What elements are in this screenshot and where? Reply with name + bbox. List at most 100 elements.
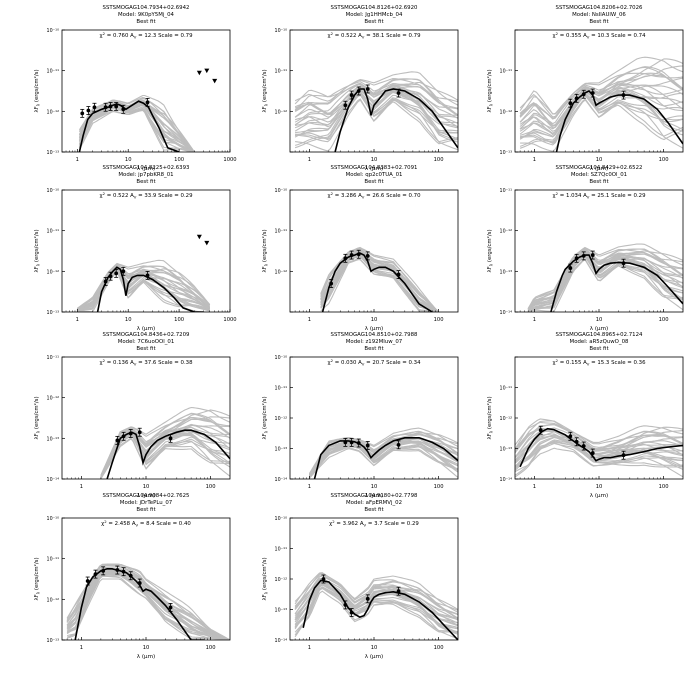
data-point <box>343 256 348 261</box>
data-point <box>343 440 348 445</box>
model-fit-curve <box>515 427 683 451</box>
model-fit-curve <box>527 248 683 310</box>
data-point <box>121 569 126 574</box>
best-fit-label: Best fit <box>589 19 608 25</box>
model-fit-curve <box>294 587 458 635</box>
model-fit-curve <box>66 568 230 640</box>
x-axis-label: λ (μm) <box>365 166 383 172</box>
best-fit-label: Best fit <box>364 507 383 513</box>
data-point <box>168 605 173 610</box>
sed-panel: 1 10 100 1000 10⁻¹⁰ 10⁻¹¹ 10⁻¹² 10⁻¹³ λ (μm) λFλ … <box>33 5 237 172</box>
y-tick-label: 10⁻¹⁰ <box>275 188 288 194</box>
data-point <box>343 103 348 108</box>
model-name: Model: NsIlAUlW_06 <box>572 12 626 18</box>
model-fit-curve <box>294 575 458 616</box>
model-name: Model: 9K0pY5Mj_04 <box>118 12 175 18</box>
y-axis-label: λFλ (ergs/cm²/s) <box>261 557 269 600</box>
best-fit-label: Best fit <box>364 19 383 25</box>
data-point <box>121 434 126 439</box>
y-tick-label: 10⁻¹² <box>275 577 288 583</box>
model-fit-curve <box>515 420 683 454</box>
model-fit-curve <box>515 421 683 446</box>
data-point <box>128 573 133 578</box>
best-fit-label: Best fit <box>589 179 608 185</box>
y-axis-label: λFλ (ergs/cm²/s) <box>261 229 269 272</box>
x-tick-label: 10 <box>371 484 378 490</box>
model-fit-curve <box>66 575 230 640</box>
data-point <box>329 281 334 286</box>
model-fit-curve <box>519 93 683 147</box>
plot-area <box>294 71 458 152</box>
data-point <box>115 568 120 572</box>
model-name: Model: jp7pbKR8_01 <box>118 172 173 178</box>
data-point <box>365 87 370 91</box>
upper-limit-marker <box>196 234 202 240</box>
y-tick-label: 10⁻¹⁰ <box>47 28 60 34</box>
y-tick-label: 10⁻¹¹ <box>275 229 288 235</box>
model-fit-curve <box>515 424 683 458</box>
x-axis-label: λ (μm) <box>365 654 383 660</box>
y-tick-label: 10⁻¹⁴ <box>47 477 60 483</box>
y-axis-label: λFλ (ergs/cm²/s) <box>486 69 494 112</box>
x-tick-label: 10 <box>596 484 603 490</box>
best-fit-curve <box>313 437 458 479</box>
x-tick-label: 1 <box>308 484 311 490</box>
model-fit-curve <box>515 435 683 459</box>
model-fit-curve <box>320 247 439 312</box>
x-tick-label: 100 <box>659 317 669 323</box>
best-fit-label: Best fit <box>136 19 155 25</box>
data-point <box>85 579 90 583</box>
data-point <box>365 596 370 601</box>
model-fit-curve <box>515 436 683 471</box>
y-tick-label: 10⁻¹² <box>500 416 513 422</box>
model-fit-curve <box>515 447 683 478</box>
data-point <box>137 430 142 435</box>
x-tick-label: 100 <box>434 157 444 163</box>
best-fit-label: Best fit <box>136 346 155 352</box>
source-name: SSTSMOGAG104.8126+02.6920 <box>331 5 418 11</box>
data-point <box>621 453 626 458</box>
data-point <box>137 581 142 585</box>
model-fit-curve <box>308 430 458 475</box>
x-axis-label: λ (μm) <box>137 654 155 660</box>
model-fit-curve <box>77 264 211 310</box>
sed-panel: 1 10 100 10⁻¹¹ 10⁻¹² 10⁻¹³ 10⁻¹⁴ λ (μm) λFλ (erg… <box>486 165 684 332</box>
x-tick-label: 10 <box>596 157 603 163</box>
model-fit-curve <box>519 65 683 117</box>
data-point <box>356 252 361 257</box>
data-point <box>80 111 85 116</box>
data-point <box>168 436 173 441</box>
x-axis-label: λ (μm) <box>137 493 155 499</box>
data-point <box>108 104 113 109</box>
data-point <box>538 428 543 433</box>
best-fit-curve <box>106 429 230 479</box>
model-fit-curve <box>519 86 683 132</box>
y-tick-label: 10⁻¹⁰ <box>47 516 60 522</box>
y-tick-label: 10⁻¹² <box>500 229 513 235</box>
model-fit-curve <box>78 100 195 152</box>
data-point <box>621 261 626 266</box>
y-axis-label: λFλ (ergs/cm²/s) <box>486 229 494 272</box>
x-tick-label: 1 <box>76 157 79 163</box>
data-point <box>92 105 97 110</box>
y-tick-label: 10⁻¹³ <box>500 150 513 156</box>
x-tick-label: 1 <box>308 645 311 651</box>
x-tick-label: 10 <box>371 317 378 323</box>
model-fit-curve <box>294 78 458 117</box>
y-tick-label: 10⁻¹³ <box>47 436 60 442</box>
source-name: SSTSMOGAG104.7934+02.6942 <box>103 5 190 11</box>
axes-frame <box>61 189 231 313</box>
fit-statistics: χ2 = 0.760 AV = 12.3 Scale = 0.79 <box>99 31 193 40</box>
y-tick-label: 10⁻¹² <box>275 109 288 115</box>
y-tick-label: 10⁻¹¹ <box>47 69 60 75</box>
x-tick-label: 1 <box>308 317 311 323</box>
plot-area <box>78 94 195 152</box>
x-tick-label: 10 <box>125 157 132 163</box>
best-fit-label: Best fit <box>136 507 155 513</box>
x-tick-label: 1 <box>76 317 79 323</box>
data-point <box>590 91 595 95</box>
x-tick-label: 100 <box>434 484 444 490</box>
x-tick-label: 1 <box>308 157 311 163</box>
data-point <box>101 568 106 573</box>
y-tick-label: 10⁻¹¹ <box>500 188 513 194</box>
